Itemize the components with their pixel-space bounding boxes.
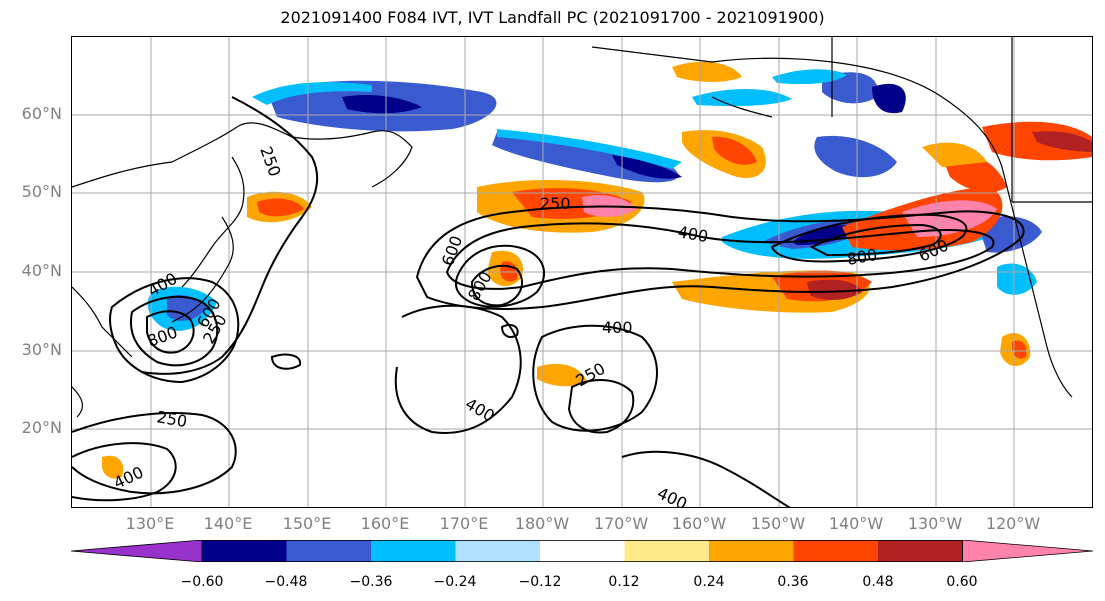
colorbar-segment	[202, 540, 287, 562]
lon-label-180w: 180°W	[514, 514, 570, 533]
contour-label: 250	[540, 194, 571, 213]
ivt-shading	[101, 61, 1092, 479]
colorbar-segment	[878, 540, 963, 562]
map-panel: 250 250 600 400 800 600 400 800 250 600 …	[71, 36, 1093, 508]
colorbar-segment	[793, 540, 879, 562]
colorbar-tick: −0.60	[180, 574, 224, 590]
colorbar-segment	[624, 540, 710, 562]
colorbar-segment	[540, 540, 625, 562]
lon-label-150w: 150°W	[750, 514, 806, 533]
colorbar-outline	[201, 540, 963, 562]
ivt-contours	[72, 96, 1025, 507]
colorbar	[71, 540, 1093, 562]
lon-label-140e: 140°E	[203, 514, 253, 533]
colorbar-tick: 0.60	[946, 574, 978, 590]
colorbar-tick: −0.36	[349, 574, 393, 590]
colorbar-tick: −0.24	[433, 574, 477, 590]
lon-label-160w: 160°W	[671, 514, 727, 533]
colorbar-tick: −0.12	[518, 574, 562, 590]
colorbar-tick: 0.36	[777, 574, 809, 590]
lon-label-160e: 160°E	[360, 514, 410, 533]
colorbar-tick: 0.48	[862, 574, 894, 590]
colorbar-segment	[709, 540, 794, 562]
lon-label-170w: 170°W	[593, 514, 649, 533]
lon-label-170e: 170°E	[439, 514, 489, 533]
contour-label: 250	[155, 407, 188, 431]
colorbar-tick: 0.24	[693, 574, 725, 590]
lat-label-20n: 20°N	[21, 418, 62, 437]
contour-label: 400	[654, 483, 690, 508]
graticule	[72, 37, 1092, 507]
lat-label-60n: 60°N	[21, 104, 62, 123]
colorbar-segment	[286, 540, 372, 562]
contour-label: 400	[602, 318, 633, 337]
map-title: 2021091400 F084 IVT, IVT Landfall PC (20…	[280, 8, 825, 27]
lon-label-120w: 120°W	[985, 514, 1041, 533]
lat-label-40n: 40°N	[21, 261, 62, 280]
contour-label: 400	[612, 322, 643, 341]
colorbar-tick: 0.12	[608, 574, 640, 590]
lon-label-130w: 130°W	[907, 514, 963, 533]
colorbar-segments	[71, 540, 1093, 562]
contour-label: 250	[256, 144, 284, 179]
lon-label-130e: 130°E	[125, 514, 175, 533]
colorbar-segment	[962, 540, 1093, 562]
lon-label-150e: 150°E	[282, 514, 332, 533]
contour-label: 800	[145, 322, 180, 350]
contour-label: 600	[438, 233, 466, 268]
colorbar-tick: −0.48	[264, 574, 308, 590]
map-canvas: 250 250 600 400 800 600 400 800 250 600 …	[72, 37, 1092, 508]
contour-label: 400	[676, 222, 709, 246]
lat-label-30n: 30°N	[21, 340, 62, 359]
contour-label: 250	[573, 359, 609, 391]
contour-label: 800	[845, 245, 878, 269]
colorbar-segment	[455, 540, 541, 562]
colorbar-segment	[371, 540, 456, 562]
lat-label-50n: 50°N	[21, 182, 62, 201]
colorbar-segment	[71, 540, 203, 562]
lon-label-140w: 140°W	[828, 514, 884, 533]
contour-label: 400	[462, 394, 498, 426]
